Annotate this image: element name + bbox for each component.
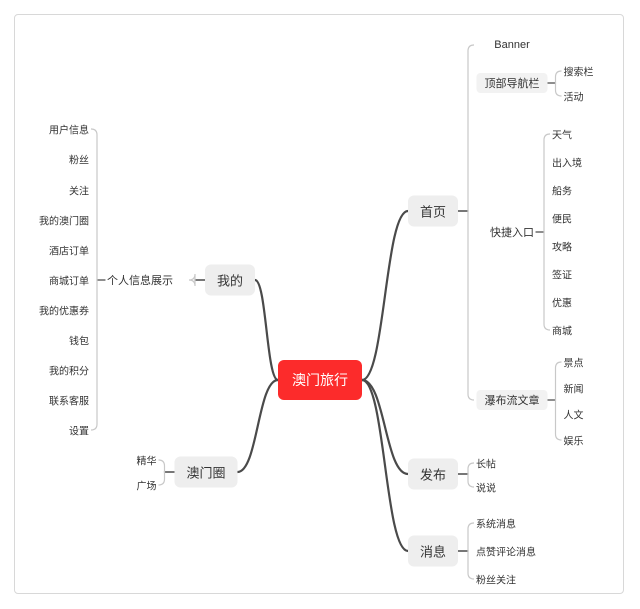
leaf-settings: 设置 [69, 423, 89, 438]
leaf-search: 搜索栏 [564, 64, 594, 79]
sub-quick: 快捷入口 [482, 222, 542, 242]
leaf-likecmt: 点赞评论消息 [476, 544, 536, 559]
leaf-mycircle: 我的澳门圈 [39, 213, 89, 228]
leaf-hotel: 酒店订单 [49, 243, 89, 258]
leaf-activity: 活动 [564, 89, 584, 104]
branch-publish: 发布 [408, 459, 458, 490]
leaf-follow: 关注 [69, 183, 89, 198]
leaf-visa: 签证 [552, 267, 572, 282]
leaf-convenience: 便民 [552, 211, 572, 226]
leaf-immigration: 出入境 [552, 155, 582, 170]
leaf-cs: 联系客服 [49, 393, 89, 408]
leaf-plaza: 广场 [137, 478, 157, 493]
leaf-discount: 优惠 [552, 295, 572, 310]
leaf-guide: 攻略 [552, 239, 572, 254]
branch-msg: 消息 [408, 536, 458, 567]
leaf-news: 新闻 [564, 381, 584, 396]
leaf-sysmsg: 系统消息 [476, 516, 516, 531]
leaf-fans: 粉丝 [69, 152, 89, 167]
leaf-featured: 精华 [137, 453, 157, 468]
branch-circle: 澳门圈 [174, 457, 237, 488]
leaf-mallorder: 商城订单 [49, 273, 89, 288]
leaf-sight: 景点 [564, 355, 584, 370]
branch-home: 首页 [408, 196, 458, 227]
leaf-coupon: 我的优惠券 [39, 303, 89, 318]
leaf-weather: 天气 [552, 127, 572, 142]
leaf-mall_q: 商城 [552, 323, 572, 338]
branch-mine: 我的 [205, 265, 255, 296]
root-node: 澳门旅行 [278, 360, 362, 400]
leaf-userinfo: 用户信息 [49, 122, 89, 137]
sub-profile: 个人信息展示 [99, 270, 181, 290]
sub-topnav: 顶部导航栏 [477, 73, 548, 93]
leaf-culture: 人文 [564, 407, 584, 422]
leaf-ship: 船务 [552, 183, 572, 198]
leaf-entertain: 娱乐 [564, 433, 584, 448]
diagram-frame [14, 14, 624, 594]
leaf-wallet: 钱包 [69, 333, 89, 348]
leaf-longpost: 长帖 [476, 456, 496, 471]
leaf-fansfollow: 粉丝关注 [476, 572, 516, 587]
leaf-points: 我的积分 [49, 363, 89, 378]
leaf-talk: 说说 [476, 480, 496, 495]
sub-waterfall: 瀑布流文章 [477, 390, 548, 410]
sub-banner: Banner [486, 37, 537, 53]
